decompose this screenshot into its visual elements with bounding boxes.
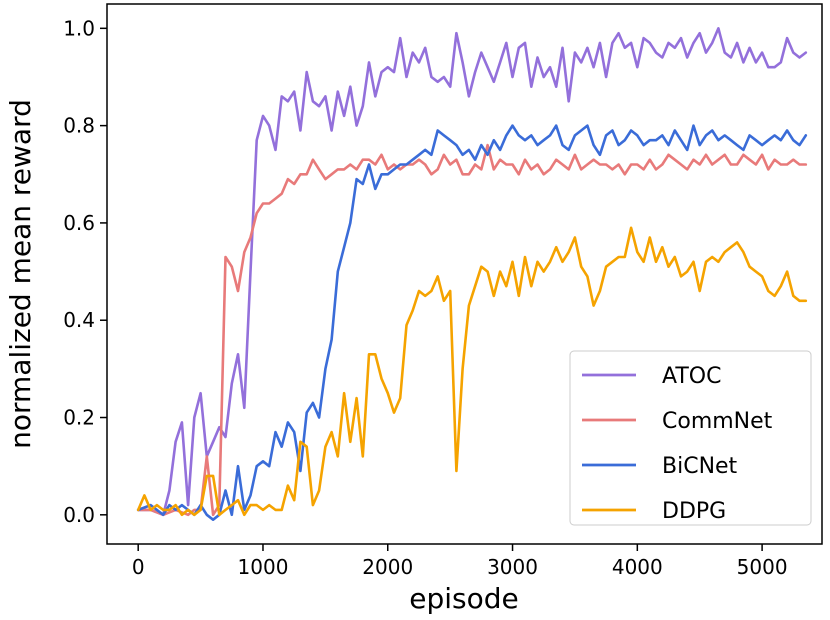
y-axis-title: normalized mean reward bbox=[4, 99, 37, 449]
y-tick-label: 0.2 bbox=[63, 406, 95, 430]
legend-box bbox=[569, 350, 812, 526]
y-tick-label: 1.0 bbox=[63, 16, 95, 40]
legend: ATOC CommNet BiCNet DDPG bbox=[569, 350, 812, 526]
y-tick-label: 0.6 bbox=[63, 211, 95, 235]
series-line-atoc bbox=[136, 26, 808, 517]
series-line-bicnet bbox=[136, 124, 808, 522]
x-axis-title: episode bbox=[409, 582, 519, 615]
x-axis-ticks: 0 1000 2000 3000 4000 5000 bbox=[132, 544, 788, 579]
legend-label-bicnet: BiCNet bbox=[662, 454, 738, 479]
legend-label-commnet: CommNet bbox=[662, 409, 773, 434]
x-tick-label: 0 bbox=[132, 555, 145, 579]
series-line-commnet bbox=[136, 143, 808, 517]
y-axis-ticks: 0.0 0.2 0.4 0.6 0.8 1.0 bbox=[63, 16, 107, 527]
legend-label-ddpg: DDPG bbox=[662, 499, 726, 524]
y-tick-label: 0.0 bbox=[63, 503, 95, 527]
x-tick-label: 1000 bbox=[238, 555, 289, 579]
series-lines bbox=[136, 26, 808, 522]
x-tick-label: 5000 bbox=[737, 555, 788, 579]
x-tick-label: 2000 bbox=[362, 555, 413, 579]
x-tick-label: 4000 bbox=[612, 555, 663, 579]
plot-frame bbox=[106, 3, 823, 545]
series-line-ddpg bbox=[136, 226, 808, 517]
y-tick-label: 0.4 bbox=[63, 308, 95, 332]
legend-label-atoc: ATOC bbox=[662, 364, 721, 389]
y-tick-label: 0.8 bbox=[63, 114, 95, 138]
x-tick-label: 3000 bbox=[487, 555, 538, 579]
